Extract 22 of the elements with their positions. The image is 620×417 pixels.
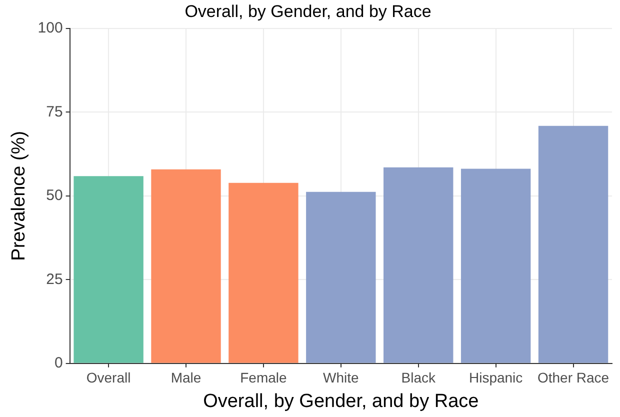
chart-title: Overall, by Gender, and by Race xyxy=(184,2,432,21)
y-tick-label: 100 xyxy=(38,20,63,37)
y-tick-label: 0 xyxy=(54,354,63,372)
bar xyxy=(460,168,531,363)
bar xyxy=(538,126,608,363)
x-tick-label: Female xyxy=(240,370,288,386)
x-axis-title: Overall, by Gender, and by Race xyxy=(203,390,479,412)
y-axis-title: Prevalence (%) xyxy=(8,130,30,261)
x-tick-label: Male xyxy=(170,370,202,386)
x-tick-label: Overall xyxy=(86,370,131,386)
x-tick-label: Black xyxy=(401,370,436,386)
bar xyxy=(306,192,376,363)
x-tick-label: White xyxy=(323,370,360,386)
x-tick-label: Hispanic xyxy=(468,370,523,386)
y-tick-label: 25 xyxy=(46,270,63,288)
bar xyxy=(228,182,298,363)
y-tick-label: 50 xyxy=(46,187,63,204)
bar xyxy=(384,167,454,363)
bar xyxy=(151,169,221,363)
y-tick-label: 75 xyxy=(46,103,63,120)
x-tick-label: Other Race xyxy=(537,370,610,386)
bar xyxy=(74,176,144,363)
